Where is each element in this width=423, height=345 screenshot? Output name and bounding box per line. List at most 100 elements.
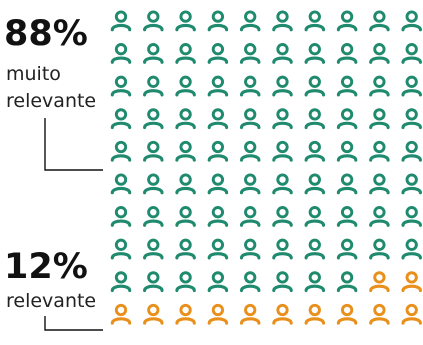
person-icon-muito-relevante bbox=[143, 173, 164, 195]
person-icon-muito-relevante bbox=[110, 271, 132, 293]
person-icon-muito-relevante bbox=[272, 205, 293, 227]
person-icon-muito-relevante bbox=[143, 238, 164, 260]
person-icon-muito-relevante bbox=[369, 10, 390, 32]
person-icon-relevante bbox=[369, 271, 390, 293]
person-icon-muito-relevante bbox=[336, 108, 358, 130]
person-icon-muito-relevante bbox=[272, 75, 293, 97]
person-icon-muito-relevante bbox=[304, 271, 326, 293]
person-icon-relevante bbox=[369, 303, 390, 325]
person-icon-muito-relevante bbox=[175, 75, 196, 97]
person-icon-relevante bbox=[304, 303, 326, 325]
person-icon-relevante bbox=[239, 303, 261, 325]
person-icon-muito-relevante bbox=[110, 238, 132, 260]
person-icon-muito-relevante bbox=[175, 205, 196, 227]
person-icon-muito-relevante bbox=[272, 271, 293, 293]
person-icon-muito-relevante bbox=[207, 108, 229, 130]
person-icon-muito-relevante bbox=[401, 173, 422, 195]
person-icon-muito-relevante bbox=[304, 75, 326, 97]
person-icon-muito-relevante bbox=[401, 108, 422, 130]
person-icon-muito-relevante bbox=[369, 205, 390, 227]
person-icon-muito-relevante bbox=[239, 140, 261, 162]
person-icon-muito-relevante bbox=[304, 108, 326, 130]
person-icon-muito-relevante bbox=[272, 10, 293, 32]
person-icon-muito-relevante bbox=[207, 75, 229, 97]
person-icon-muito-relevante bbox=[239, 173, 261, 195]
person-icon-muito-relevante bbox=[143, 42, 164, 64]
person-icon-muito-relevante bbox=[110, 173, 132, 195]
person-icon-muito-relevante bbox=[336, 173, 358, 195]
person-icon-muito-relevante bbox=[304, 238, 326, 260]
caption-muito-relevante-line1: muito bbox=[6, 63, 61, 85]
person-icon-muito-relevante bbox=[239, 238, 261, 260]
person-icon-muito-relevante bbox=[272, 108, 293, 130]
person-icon-muito-relevante bbox=[110, 42, 132, 64]
person-icon-muito-relevante bbox=[175, 42, 196, 64]
person-icon-muito-relevante bbox=[304, 173, 326, 195]
person-icon-muito-relevante bbox=[304, 205, 326, 227]
person-icon-muito-relevante bbox=[401, 42, 422, 64]
person-icon-muito-relevante bbox=[401, 10, 422, 32]
leader-line-relevante bbox=[44, 316, 103, 331]
person-icon-muito-relevante bbox=[336, 205, 358, 227]
person-icon-muito-relevante bbox=[143, 10, 164, 32]
person-icon-muito-relevante bbox=[207, 10, 229, 32]
person-icon-muito-relevante bbox=[304, 10, 326, 32]
person-icon-muito-relevante bbox=[401, 205, 422, 227]
person-icon-muito-relevante bbox=[369, 42, 390, 64]
person-icon-relevante bbox=[401, 303, 422, 325]
person-icon-muito-relevante bbox=[239, 42, 261, 64]
person-icon-relevante bbox=[401, 271, 422, 293]
person-icon-muito-relevante bbox=[336, 140, 358, 162]
person-icon-muito-relevante bbox=[207, 238, 229, 260]
person-icon-muito-relevante bbox=[304, 140, 326, 162]
person-icon-muito-relevante bbox=[175, 271, 196, 293]
person-icon-muito-relevante bbox=[239, 271, 261, 293]
person-icon-muito-relevante bbox=[239, 108, 261, 130]
person-icon-muito-relevante bbox=[401, 75, 422, 97]
person-icon-muito-relevante bbox=[175, 108, 196, 130]
person-icon-muito-relevante bbox=[110, 108, 132, 130]
person-icon-muito-relevante bbox=[239, 205, 261, 227]
person-icon-relevante bbox=[143, 303, 164, 325]
person-icon-muito-relevante bbox=[110, 205, 132, 227]
person-icon-muito-relevante bbox=[272, 173, 293, 195]
person-icon-muito-relevante bbox=[143, 108, 164, 130]
person-icon-muito-relevante bbox=[175, 238, 196, 260]
person-icon-muito-relevante bbox=[175, 10, 196, 32]
person-icon-muito-relevante bbox=[336, 238, 358, 260]
person-icon-muito-relevante bbox=[239, 10, 261, 32]
person-icon-relevante bbox=[110, 303, 132, 325]
person-icon-muito-relevante bbox=[369, 108, 390, 130]
person-icon-muito-relevante bbox=[369, 75, 390, 97]
person-icon-muito-relevante bbox=[336, 10, 358, 32]
person-icon-relevante bbox=[272, 303, 293, 325]
person-icon-muito-relevante bbox=[175, 173, 196, 195]
person-icon-relevante bbox=[207, 303, 229, 325]
person-icon-muito-relevante bbox=[272, 42, 293, 64]
person-icon-muito-relevante bbox=[207, 42, 229, 64]
label-muito-relevante-percent: 88% bbox=[4, 14, 88, 54]
person-icon-muito-relevante bbox=[143, 140, 164, 162]
person-icon-muito-relevante bbox=[239, 75, 261, 97]
person-icon-muito-relevante bbox=[143, 205, 164, 227]
person-icon-relevante bbox=[336, 303, 358, 325]
person-icon-muito-relevante bbox=[207, 140, 229, 162]
icon-grid bbox=[110, 10, 422, 325]
caption-relevante: relevante bbox=[6, 290, 96, 312]
person-icon-muito-relevante bbox=[110, 10, 132, 32]
person-icon-muito-relevante bbox=[143, 271, 164, 293]
person-icon-muito-relevante bbox=[336, 42, 358, 64]
label-relevante-percent: 12% bbox=[4, 247, 88, 287]
person-icon-muito-relevante bbox=[272, 140, 293, 162]
person-icon-muito-relevante bbox=[336, 271, 358, 293]
person-icon-muito-relevante bbox=[175, 140, 196, 162]
person-icon-muito-relevante bbox=[304, 42, 326, 64]
person-icon-muito-relevante bbox=[401, 238, 422, 260]
caption-muito-relevante-line2: relevante bbox=[6, 90, 96, 112]
person-icon-muito-relevante bbox=[369, 238, 390, 260]
person-icon-muito-relevante bbox=[369, 173, 390, 195]
person-icon-muito-relevante bbox=[207, 271, 229, 293]
person-icon-muito-relevante bbox=[369, 140, 390, 162]
person-icon-muito-relevante bbox=[110, 75, 132, 97]
